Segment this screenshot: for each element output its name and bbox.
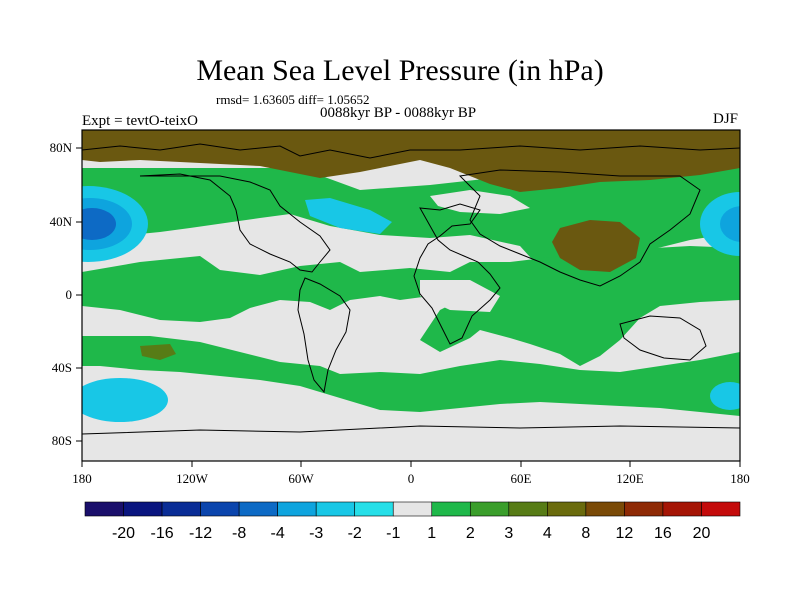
colorbar-swatch [238,501,278,517]
map-panel [82,130,740,461]
colorbar-swatch [508,501,548,517]
colorbar-label: -8 [232,525,246,542]
colorbar-swatch [277,501,317,517]
region-asian-high [552,220,640,272]
map-title: Mean Sea Level Pressure (in hPa) [196,54,604,87]
x-tick-label: 60E [511,471,532,486]
season-label: DJF [712,111,738,127]
coastlines [82,143,740,435]
region-southern-ocean-band [82,336,740,416]
x-tick-label: 180 [72,471,92,486]
colorbar-label: 8 [581,525,590,542]
colorbar-swatch [392,501,433,517]
region-north-atlantic-low [305,198,392,234]
x-axis: 180 120W 60W 0 60E 120E 180 [72,471,750,486]
colorbar-label: -2 [348,525,362,542]
colorbar-swatch [585,501,625,517]
region-south-pacific-low [82,378,740,422]
region-north-pacific-low [82,186,740,262]
x-tick-label: 120W [176,471,209,486]
colorbar-swatch [624,501,664,517]
colorbar-swatch [354,501,394,517]
colorbar-label: -4 [271,525,285,542]
axis-ticks [76,147,741,467]
colorbar-swatch [701,501,741,517]
colorbar-label: 12 [616,525,634,542]
x-tick-label: 120E [616,471,644,486]
y-tick-label: 80N [50,140,73,155]
colorbar-label: 16 [654,525,672,542]
region-north-polar-high [82,130,740,192]
colorbar-label: 1 [427,525,436,542]
colorbar-label: 20 [693,525,711,542]
colorbar-swatch [547,501,587,517]
colorbar-swatch [123,501,163,517]
colorbar-swatch [431,501,471,517]
region-south-atlantic-olive [140,344,176,360]
colorbar-swatch [200,501,240,517]
y-tick-label: 40N [50,214,73,229]
region-tropical-band [82,246,740,366]
x-tick-label: 180 [730,471,750,486]
x-tick-label: 60W [288,471,314,486]
colorbar-swatch [469,501,510,517]
stats-label: rmsd= 1.63605 diff= 1.05652 [216,92,370,107]
experiment-label: Expt = tevtO-teixO [82,113,198,129]
colorbar-label: 4 [543,525,552,542]
y-tick-label: 40S [52,360,72,375]
colorbar-swatch [84,501,124,517]
colorbar-label: -16 [150,525,173,542]
colorbar-swatch [315,501,356,517]
colorbar-label: -12 [189,525,212,542]
colorbar-label: 3 [504,525,513,542]
period-label: 0088kyr BP - 0088kyr BP [320,105,477,121]
colorbar-label: -20 [112,525,135,542]
colorbar-swatch [662,501,702,517]
colorbar-label: -3 [309,525,323,542]
colorbar-label: -1 [386,525,400,542]
region-neutral-patch-atlantic [430,190,530,214]
y-axis: 80N 40N 0 40S 80S [50,140,73,448]
y-tick-label: 80S [52,433,72,448]
colorbar-swatch [161,501,201,517]
x-tick-label: 0 [408,471,415,486]
colorbar: -20 -16 -12 -8 -4 -3 -2 -1 1 2 3 4 8 12 16 20 [84,501,741,542]
region-neutral-patch-africa [420,280,500,312]
y-tick-label: 0 [66,287,73,302]
colorbar-label: 2 [466,525,475,542]
